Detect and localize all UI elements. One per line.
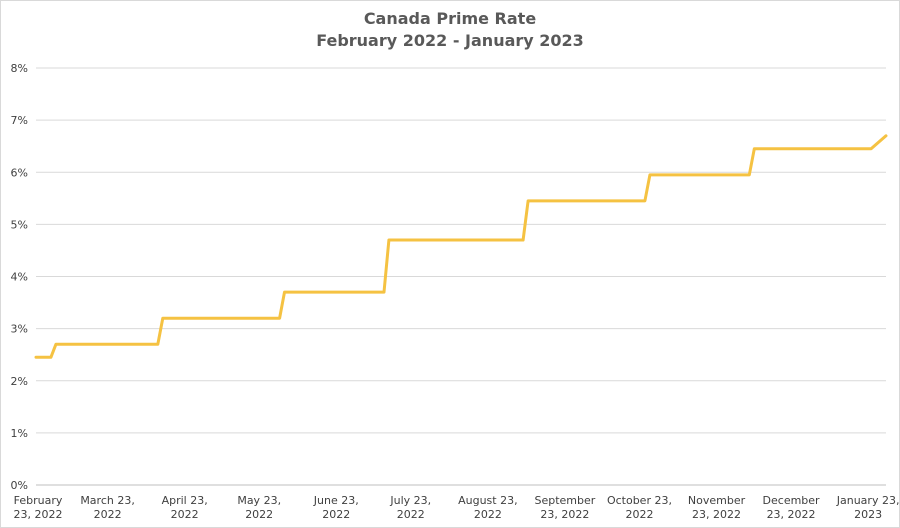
y-tick-label: 4%: [11, 271, 28, 284]
y-tick-label: 1%: [11, 427, 28, 440]
x-tick-label: February 23, 2022: [14, 494, 63, 521]
x-tick-label: March 23, 2022: [80, 494, 135, 521]
y-tick-label: 8%: [11, 62, 28, 75]
x-tick-label: June 23, 2022: [313, 494, 359, 521]
y-tick-label: 6%: [11, 166, 28, 179]
x-tick-label: April 23, 2022: [162, 494, 208, 521]
y-tick-label: 0%: [11, 479, 28, 492]
y-tick-label: 2%: [11, 375, 28, 388]
x-tick-label: September 23, 2022: [534, 494, 595, 521]
y-tick-label: 7%: [11, 114, 28, 127]
x-tick-label: October 23, 2022: [607, 494, 672, 521]
y-tick-label: 5%: [11, 218, 28, 231]
chart-title: Canada Prime Rate: [363, 9, 537, 28]
x-tick-label: July 23, 2022: [389, 494, 431, 521]
chart-subtitle: February 2022 - January 2023: [316, 31, 584, 50]
x-tick-label: November 23, 2022: [688, 494, 746, 521]
prime-rate-line: [34, 134, 888, 359]
y-tick-label: 3%: [11, 323, 28, 336]
x-tick-label: May 23, 2022: [237, 494, 281, 521]
x-tick-label: December 23, 2022: [763, 494, 821, 521]
x-tick-label: August 23, 2022: [458, 494, 518, 521]
x-tick-label: January 23, 2023: [836, 494, 899, 521]
